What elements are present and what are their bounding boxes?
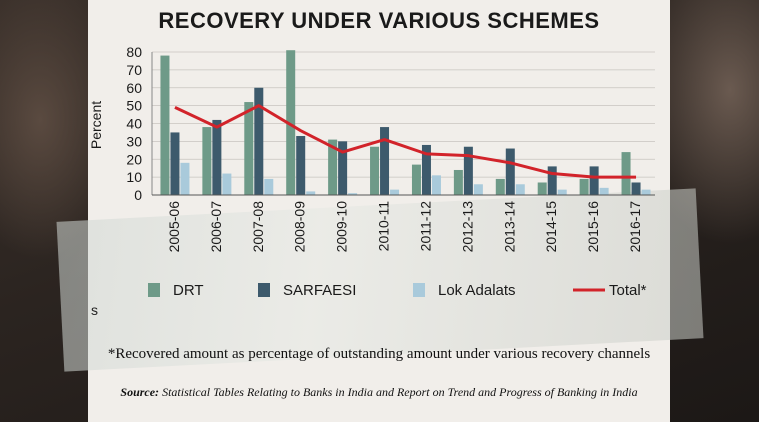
legend-swatch-lok-adalats: [413, 283, 425, 297]
total-line-series: [174, 104, 637, 179]
bar-drt: [202, 127, 212, 195]
y-tick-label: 20: [126, 151, 142, 167]
bar-lok-adalats: [641, 189, 651, 195]
bar-sarfaesi: [380, 127, 390, 195]
bar-drt: [411, 164, 421, 195]
y-tick-label: 10: [126, 169, 142, 185]
bar-drt: [537, 182, 547, 195]
legend-label-sarfaesi: SARFAESI: [283, 282, 356, 299]
bar-drt: [244, 102, 254, 195]
x-tick-label: 2014-15: [543, 201, 559, 253]
source-label: Source:: [120, 385, 160, 399]
legend-label-drt: DRT: [173, 282, 204, 299]
bar-lok-adalats: [348, 193, 358, 195]
x-tick-label: 2007-08: [250, 201, 266, 253]
bars: [160, 50, 651, 196]
bar-lok-adalats: [599, 187, 609, 195]
bar-drt: [621, 152, 631, 195]
bar-drt: [370, 146, 380, 195]
y-tick-label: 60: [126, 80, 142, 96]
bar-lok-adalats: [557, 189, 567, 195]
bar-drt: [453, 169, 463, 195]
y-tick-label: 40: [126, 116, 142, 132]
x-tick-label: 2009-10: [334, 201, 350, 253]
bar-drt: [160, 55, 170, 196]
y-tick-label: 70: [126, 62, 142, 78]
legend: DRT SARFAESI Lok Adalats Total*: [148, 282, 647, 299]
bar-sarfaesi: [463, 146, 473, 195]
bar-sarfaesi: [170, 132, 180, 195]
bar-sarfaesi: [212, 119, 222, 195]
bar-sarfaesi: [421, 144, 431, 195]
stray-glyph: s: [91, 302, 98, 318]
bar-sarfaesi: [505, 148, 515, 195]
bar-drt: [579, 178, 589, 195]
y-tick-label: 50: [126, 98, 142, 114]
bar-sarfaesi: [631, 182, 641, 195]
x-tick-label: 2008-09: [292, 201, 308, 253]
bar-lok-adalats: [222, 173, 232, 195]
y-axis-label: Percent: [88, 101, 104, 149]
x-axis: 2005-06 2006-07 2007-08 2008-09 2009-10 2010-…: [152, 194, 655, 253]
total-line: [174, 104, 637, 179]
bar-lok-adalats: [515, 184, 525, 195]
bar-lok-adalats: [306, 191, 316, 195]
bar-sarfaesi: [547, 166, 557, 195]
bar-lok-adalats: [180, 162, 190, 195]
bar-lok-adalats: [473, 184, 483, 195]
footnote: *Recovered amount as percentage of outst…: [107, 346, 651, 362]
bar-drt: [328, 139, 338, 195]
x-tick-label: 2005-06: [166, 201, 182, 253]
x-tick-label: 2006-07: [208, 201, 224, 253]
bar-sarfaesi: [254, 87, 264, 195]
bar-sarfaesi: [296, 136, 306, 195]
bar-drt: [286, 50, 296, 196]
bar-drt: [495, 178, 505, 195]
y-tick-label: 30: [126, 133, 142, 149]
bar-lok-adalats: [431, 175, 441, 195]
bar-lok-adalats: [264, 178, 274, 195]
x-tick-label: 2015-16: [585, 201, 601, 253]
legend-swatch-sarfaesi: [258, 283, 270, 297]
x-tick-label: 2012-13: [459, 201, 475, 253]
bar-sarfaesi: [338, 141, 348, 195]
x-tick-label: 2013-14: [501, 201, 517, 253]
source-note: Source: Statistical Tables Relating to B…: [88, 384, 670, 401]
x-tick-label: 2010-11: [376, 201, 392, 252]
chart-title: RECOVERY UNDER VARIOUS SCHEMES: [158, 8, 600, 33]
x-tick-label: 2016-17: [627, 201, 643, 253]
y-tick-label: 80: [126, 44, 142, 60]
legend-label-lok-adalats: Lok Adalats: [438, 282, 516, 299]
y-tick-label: 0: [134, 187, 142, 203]
bar-lok-adalats: [390, 189, 400, 195]
legend-label-total: Total*: [609, 282, 647, 299]
source-text: Statistical Tables Relating to Banks in …: [162, 385, 638, 399]
x-tick-label: 2011-12: [417, 201, 433, 252]
bar-sarfaesi: [589, 166, 599, 195]
legend-swatch-drt: [148, 283, 160, 297]
